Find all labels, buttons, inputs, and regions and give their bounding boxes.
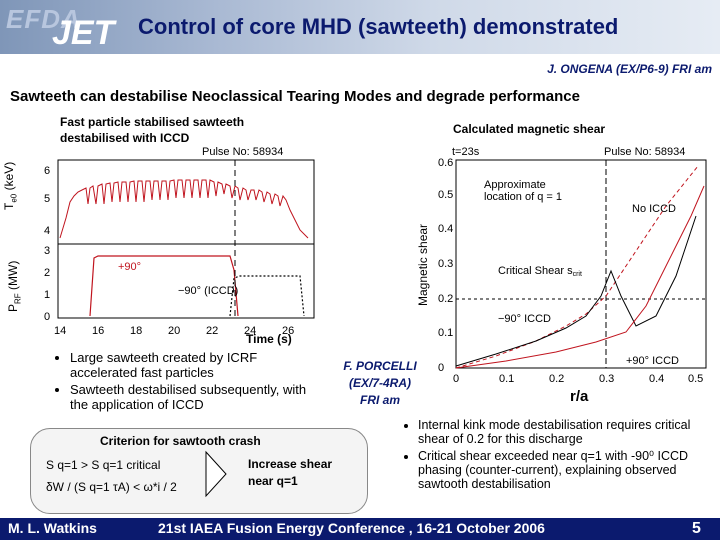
prf-plus90-trace	[89, 255, 239, 317]
criterion-line1: S q=1 > S q=1 critical	[46, 458, 161, 472]
criterion-result-1: Increase shear	[248, 457, 333, 471]
xtick-22: 22	[206, 325, 218, 337]
ytick-bottom-2: 2	[44, 267, 50, 279]
left-plot-xlabel: Time (s)	[246, 332, 292, 346]
footer-page-number: 5	[692, 520, 701, 537]
ann-q1-line1: Approximate	[484, 179, 546, 191]
criterion-result-2: near q=1	[248, 474, 298, 488]
prf-minus90-trace	[229, 275, 305, 317]
ytick-top-5: 5	[44, 193, 50, 205]
ann-critical-text: Critical Shear s	[498, 265, 573, 277]
right-bullet-2: Critical shear exceeded near q=1 with -9…	[418, 448, 710, 491]
right-plot-time: t=23s	[452, 146, 480, 158]
r-ytick-0.6: 0.6	[438, 157, 453, 169]
ytick-bottom-0: 0	[44, 311, 50, 323]
no-iccd-curve	[455, 165, 699, 369]
slide-subtitle: Sawteeth can destabilise Neoclassical Te…	[10, 88, 580, 105]
ann-q1-line2: location of q = 1	[484, 191, 562, 203]
porcelli-line2: (EX/7-4RA)	[348, 376, 411, 390]
xtick-26: 26	[282, 325, 294, 337]
criterion-title: Criterion for sawtooth crash	[100, 434, 261, 448]
right-plot-ylabel: Magnetic shear	[416, 223, 430, 306]
slide-title: Control of core MHD (sawteeth) demonstra…	[138, 14, 619, 39]
r-xtick-0.5: 0.5	[688, 373, 703, 385]
ann-noiccd: No ICCD	[632, 203, 676, 215]
left-bullet-1: Large sawteeth created by ICRF accelerat…	[70, 350, 324, 380]
porcelli-reference: F. PORCELLI (EX/7-4RA) FRI am	[330, 358, 430, 409]
footer-bar	[0, 518, 720, 540]
ylabel-bottom-sub: RF	[13, 293, 23, 304]
porcelli-line3: FRI am	[359, 393, 400, 407]
r-xtick-0: 0	[453, 373, 459, 385]
left-plot-ylabel-top: Te0 (keV)	[2, 162, 19, 210]
left-plot-pulse: Pulse No: 58934	[202, 146, 284, 158]
r-ytick-0.2: 0.2	[438, 293, 453, 305]
ytick-top-4: 4	[44, 225, 50, 237]
left-bullet-2: Sawteeth destabilised subsequently, with…	[70, 382, 324, 412]
right-plot-frame	[455, 159, 707, 369]
criterion-box	[30, 428, 368, 514]
ytick-bottom-3: 3	[44, 245, 50, 257]
r-ytick-0.3: 0.3	[438, 258, 453, 270]
footer-name: M. L. Watkins	[8, 520, 97, 536]
right-plot-caption: Calculated magnetic shear	[453, 122, 606, 136]
ann-critical: Critical Shear scrit	[498, 265, 582, 278]
r-xtick-0.1: 0.1	[499, 373, 514, 385]
efda-logo: EFDA	[6, 4, 81, 34]
ylabel-bottom-unit: (MW)	[6, 260, 20, 294]
r-xtick-0.4: 0.4	[649, 373, 664, 385]
left-plot-ylabel-bottom: PRF (MW)	[6, 261, 22, 312]
r-ytick-0: 0	[438, 362, 444, 374]
label-plus90: +90°	[118, 261, 141, 273]
ytick-bottom-1: 1	[44, 289, 50, 301]
ylabel-top-text: T	[2, 202, 16, 210]
right-bullet-list: Internal kink mode destabilisation requi…	[404, 418, 710, 493]
header-banner	[0, 0, 720, 54]
footer-conference: 21st IAEA Fusion Energy Conference , 16-…	[158, 520, 545, 536]
minus90-iccd-curve	[455, 215, 697, 367]
ann-critical-sub: crit	[573, 271, 582, 278]
r-ytick-0.4: 0.4	[438, 223, 453, 235]
xtick-24: 24	[244, 325, 256, 337]
ylabel-top-unit: (keV)	[2, 161, 16, 194]
left-plot-figure: +90° −90° (ICCD) 4 5 6 0 1 2 3 14 16 18 …	[44, 159, 315, 337]
ylabel-bottom-text: P	[6, 303, 20, 312]
author-reference: J. ONGENA (EX/P6-9) FRI am	[547, 62, 712, 76]
ann-minus90: −90° ICCD	[498, 313, 551, 325]
jet-logo: JET	[52, 14, 115, 52]
label-minus90: −90° (ICCD)	[178, 285, 238, 297]
right-plot-figure: Approximate location of q = 1 No ICCD Cr…	[438, 157, 707, 385]
xtick-16: 16	[92, 325, 104, 337]
left-plot-caption-1: Fast particle stabilised sawteeth	[60, 115, 245, 129]
te0-trace	[59, 179, 309, 239]
xtick-14: 14	[54, 325, 66, 337]
ylabel-top-sub: e0	[9, 193, 19, 203]
porcelli-line1: F. PORCELLI	[343, 359, 417, 373]
left-plot-frame	[57, 159, 315, 319]
r-ytick-0.1: 0.1	[438, 327, 453, 339]
right-plot-xlabel: r/a	[570, 388, 589, 405]
ytick-top-6: 6	[44, 165, 50, 177]
left-bullet-list: Large sawteeth created by ICRF accelerat…	[56, 350, 324, 414]
criterion-arrow-icon	[205, 450, 227, 498]
xtick-20: 20	[168, 325, 180, 337]
plus90-iccd-curve	[455, 185, 705, 369]
r-xtick-0.2: 0.2	[549, 373, 564, 385]
criterion-line2: δW / (S q=1 τA) < ω*i / 2	[46, 480, 177, 494]
r-xtick-0.3: 0.3	[599, 373, 614, 385]
left-plot-caption-2: destabilised with ICCD	[60, 131, 190, 145]
ann-plus90: +90° ICCD	[626, 355, 679, 367]
xtick-18: 18	[130, 325, 142, 337]
right-bullet-1: Internal kink mode destabilisation requi…	[418, 418, 710, 446]
right-plot-pulse: Pulse No: 58934	[604, 146, 686, 158]
r-ytick-0.5: 0.5	[438, 189, 453, 201]
